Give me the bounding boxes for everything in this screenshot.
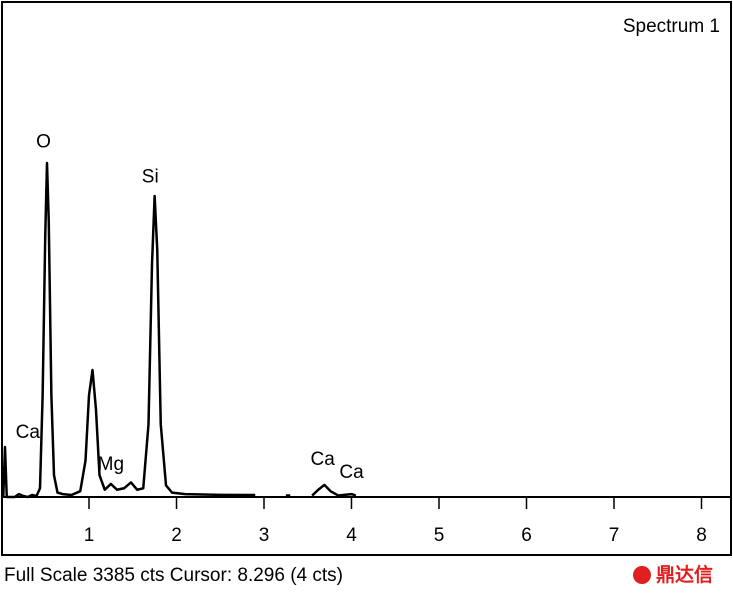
peak-label: Ca [339, 462, 364, 483]
status-text: Full Scale 3385 cts Cursor: 8.296 (4 cts… [4, 565, 343, 586]
peak-label: Si [142, 166, 159, 187]
peak-label: Mg [98, 454, 124, 475]
x-tick-label: 6 [521, 525, 532, 546]
x-tick-label: 7 [609, 525, 620, 546]
x-tick-label: 5 [434, 525, 445, 546]
chart-title: Spectrum 1 [623, 16, 720, 37]
watermark: 鼎达信 [656, 563, 713, 586]
spectrum-line [2, 161, 357, 499]
x-tick-label: 4 [346, 525, 357, 546]
plot-frame [1, 1, 732, 556]
peak-label: O [36, 131, 51, 152]
x-tick-label: 3 [259, 525, 270, 546]
peak-label: Ca [16, 422, 41, 443]
peak-label: Ca [310, 449, 335, 470]
x-tick-label: 2 [171, 525, 182, 546]
watermark-icon [633, 566, 651, 584]
x-tick-label: 1 [84, 525, 95, 546]
x-tick-label: 8 [696, 525, 707, 546]
